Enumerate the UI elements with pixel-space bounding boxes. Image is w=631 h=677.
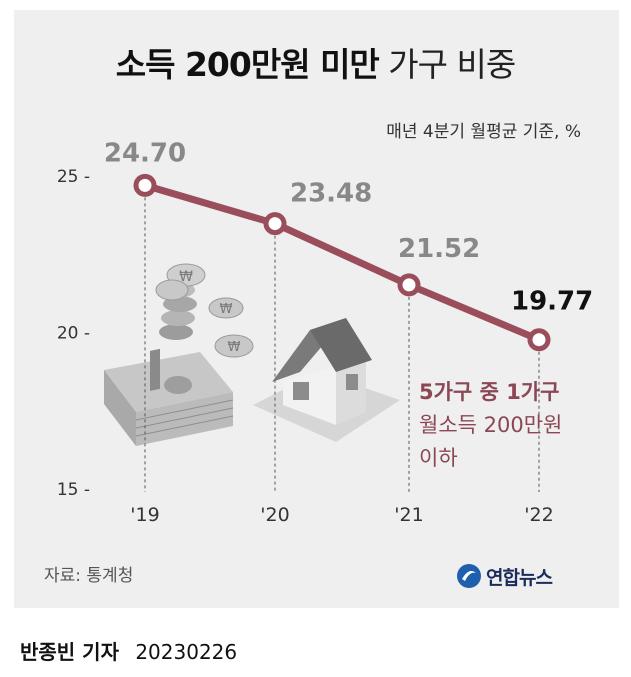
- logo-text: 연합뉴스: [486, 566, 553, 589]
- annotation-line2: 월소득 200만원: [419, 413, 563, 437]
- annotation-line3: 이하: [419, 446, 458, 470]
- data-point: [527, 328, 551, 352]
- title-light: 가구 비중: [388, 45, 516, 84]
- data-label: 21.52: [398, 234, 480, 264]
- y-tick-label: 20 -: [57, 324, 90, 344]
- coin-stack-icon: ₩ ₩ ₩: [155, 263, 254, 358]
- banknote-stack-icon: [104, 348, 234, 446]
- x-tick-label: '22: [524, 504, 553, 526]
- svg-text:₩: ₩: [179, 269, 193, 285]
- chart-title: 소득 200만원 미만 가구 비중: [0, 38, 631, 86]
- chart-subtitle: 매년 4분기 월평균 기준, %: [386, 122, 581, 142]
- data-point: [397, 273, 421, 297]
- svg-text:₩: ₩: [220, 302, 233, 317]
- money-illustration: ₩ ₩ ₩: [104, 263, 254, 446]
- series-line: [141, 181, 543, 344]
- house-icon: [253, 318, 400, 442]
- x-tick-label: '19: [130, 504, 159, 526]
- annotation: 5가구 중 1가구 월소득 200만원 이하: [419, 376, 562, 475]
- data-point: [133, 173, 157, 197]
- data-label: 24.70: [104, 138, 186, 168]
- y-tick-label: 25 -: [57, 167, 90, 187]
- byline: 반종빈 기자 20230226: [20, 636, 237, 665]
- chart-panel: [14, 10, 619, 608]
- x-tick-label: '21: [394, 504, 423, 526]
- x-tick-label: '20: [260, 504, 289, 526]
- source-text: 자료: 통계청: [44, 566, 134, 586]
- data-point: [263, 212, 287, 236]
- data-label: 23.48: [290, 179, 372, 209]
- title-bold: 소득 200만원 미만: [115, 45, 380, 84]
- publish-date: 20230226: [135, 640, 238, 664]
- yonhap-logo-icon: [457, 564, 481, 588]
- reporter-name: 반종빈 기자: [20, 640, 119, 664]
- svg-text:₩: ₩: [228, 340, 241, 355]
- annotation-line1: 5가구 중 1가구: [419, 380, 560, 404]
- y-tick-label: 15 -: [57, 480, 90, 500]
- yonhap-logo: 연합뉴스: [456, 561, 553, 591]
- data-label: 19.77: [511, 287, 593, 317]
